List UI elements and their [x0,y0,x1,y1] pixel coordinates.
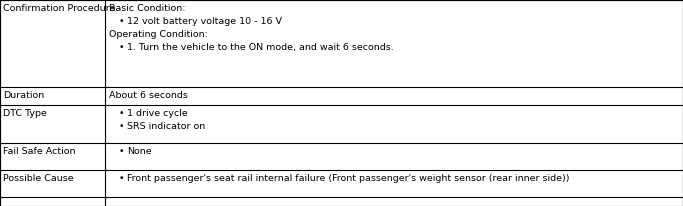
Text: Basic Condition:: Basic Condition: [109,4,186,13]
Text: 1. Turn the vehicle to the ON mode, and wait 6 seconds.: 1. Turn the vehicle to the ON mode, and … [127,43,394,52]
Text: Fail Safe Action: Fail Safe Action [3,147,76,156]
Text: •: • [119,174,124,183]
Text: Duration: Duration [3,91,44,100]
Text: None: None [127,147,152,156]
Text: 1 drive cycle: 1 drive cycle [127,109,188,118]
Text: Operating Condition:: Operating Condition: [109,30,208,39]
Text: •: • [119,122,124,131]
Text: About 6 seconds: About 6 seconds [109,91,188,100]
Text: •: • [119,109,124,118]
Text: SRS indicator on: SRS indicator on [127,122,206,131]
Text: •: • [119,17,124,26]
Text: •: • [119,43,124,52]
Text: 12 volt battery voltage 10 - 16 V: 12 volt battery voltage 10 - 16 V [127,17,282,26]
Text: Front passenger's seat rail internal failure (Front passenger's weight sensor (r: Front passenger's seat rail internal fai… [127,174,570,183]
Text: Possible Cause: Possible Cause [3,174,74,183]
Text: DTC Type: DTC Type [3,109,47,118]
Text: •: • [119,147,124,156]
Text: Confirmation Procedure: Confirmation Procedure [3,4,115,13]
